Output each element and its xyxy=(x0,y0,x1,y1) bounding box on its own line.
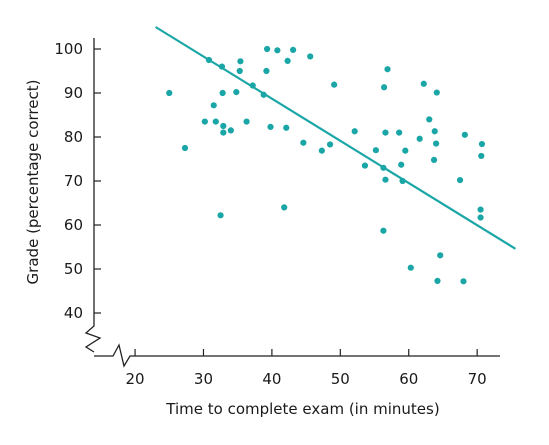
data-point xyxy=(166,89,173,97)
data-point xyxy=(219,89,226,97)
data-point xyxy=(380,227,387,234)
ticks-group: 40 50 60 70 80 90 100 20 30 40 50 60 70 xyxy=(54,40,486,388)
data-point xyxy=(402,147,409,154)
x-tick-label: 70 xyxy=(468,370,487,388)
data-point xyxy=(477,214,484,221)
data-point xyxy=(396,129,403,136)
axes-group xyxy=(84,38,500,368)
data-point xyxy=(477,206,484,213)
x-axis-line xyxy=(94,343,500,368)
data-point xyxy=(210,102,217,109)
data-point xyxy=(236,67,243,75)
data-point xyxy=(284,57,291,64)
data-point xyxy=(351,128,358,135)
data-point xyxy=(416,135,423,142)
data-point xyxy=(407,264,414,271)
data-point xyxy=(382,176,389,183)
x-axis-label: Time to complete exam (in minutes) xyxy=(165,400,439,418)
data-point xyxy=(433,140,440,147)
data-points-group xyxy=(166,45,486,285)
data-point xyxy=(398,161,405,168)
data-point xyxy=(372,147,379,154)
y-axis-line xyxy=(84,38,102,353)
y-tick-label: 90 xyxy=(64,84,83,102)
data-point xyxy=(274,47,281,54)
x-tick-label: 60 xyxy=(399,370,418,388)
data-point xyxy=(361,162,369,169)
data-point xyxy=(237,58,244,65)
data-point xyxy=(426,116,433,123)
trend-line xyxy=(155,26,517,250)
data-point xyxy=(318,147,325,154)
data-point xyxy=(307,53,314,60)
y-axis-label: Grade (percentage correct) xyxy=(24,80,42,285)
y-tick-label: 40 xyxy=(64,304,83,322)
data-point xyxy=(382,129,389,136)
y-tick-label: 80 xyxy=(64,128,83,146)
data-point xyxy=(201,118,208,125)
data-point xyxy=(220,122,227,130)
data-point xyxy=(181,144,189,152)
y-tick-label: 60 xyxy=(64,216,83,234)
y-tick-label: 50 xyxy=(64,260,83,278)
data-point xyxy=(220,129,227,136)
data-point xyxy=(300,139,307,146)
x-tick-label: 20 xyxy=(126,370,145,388)
data-point xyxy=(460,278,467,285)
data-point xyxy=(260,91,267,98)
data-point xyxy=(227,127,234,134)
data-point xyxy=(456,177,464,184)
x-tick-label: 50 xyxy=(331,370,350,388)
data-point xyxy=(217,212,224,219)
data-point xyxy=(384,66,391,73)
data-point xyxy=(478,152,485,160)
x-tick-label: 40 xyxy=(262,370,281,388)
data-point xyxy=(437,252,444,259)
data-point xyxy=(380,164,387,171)
data-point xyxy=(433,89,440,96)
data-point xyxy=(420,80,427,87)
data-point xyxy=(434,277,441,284)
data-point xyxy=(263,67,270,75)
data-point xyxy=(381,84,388,91)
data-point xyxy=(431,128,438,135)
data-point xyxy=(267,123,274,130)
data-point xyxy=(331,81,338,88)
data-point xyxy=(283,124,290,131)
data-point xyxy=(461,131,468,138)
trend-line-group xyxy=(155,26,517,250)
y-tick-label: 100 xyxy=(54,40,83,58)
data-point xyxy=(326,141,334,148)
data-point xyxy=(290,46,297,53)
data-point xyxy=(205,56,213,64)
data-point xyxy=(218,63,226,70)
data-point xyxy=(243,118,250,125)
data-point xyxy=(264,45,271,53)
data-point xyxy=(478,140,486,148)
data-point xyxy=(249,82,256,89)
data-point xyxy=(212,118,219,125)
data-point xyxy=(281,204,288,211)
y-tick-label: 70 xyxy=(64,172,83,190)
x-tick-label: 30 xyxy=(194,370,213,388)
data-point xyxy=(399,177,406,185)
data-point xyxy=(430,156,438,163)
data-point xyxy=(233,89,240,96)
